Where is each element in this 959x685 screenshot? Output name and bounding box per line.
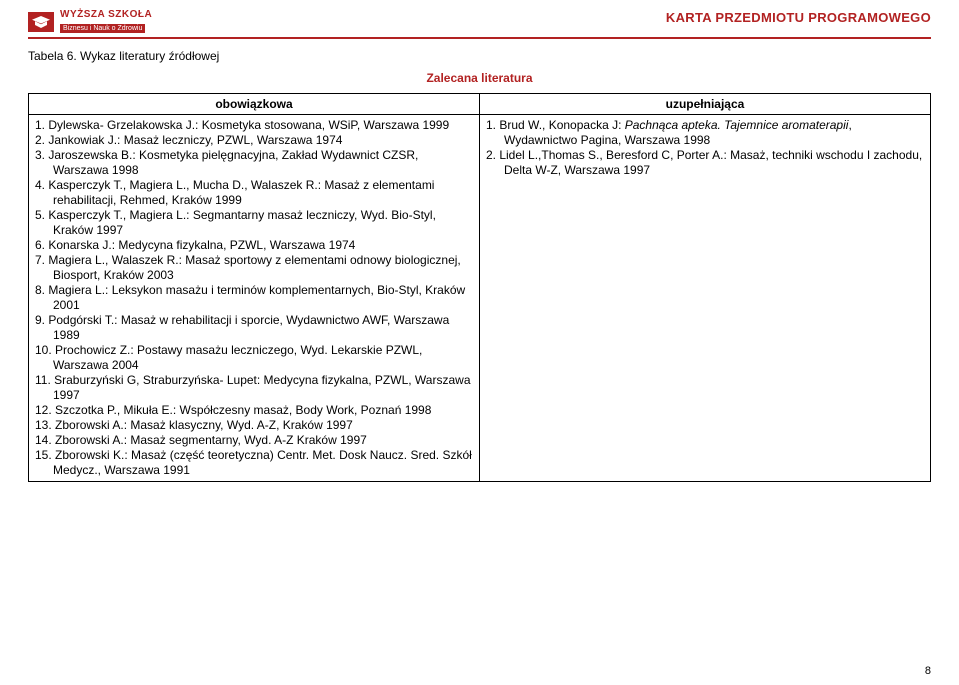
list-item: 15. Zborowski K.: Masaż (część teoretycz… [35, 448, 473, 478]
list-item: 13. Zborowski A.: Masaż klasyczny, Wyd. … [35, 418, 473, 433]
list-item: 14. Zborowski A.: Masaż segmentarny, Wyd… [35, 433, 473, 448]
list-item: 1. Dylewska- Grzelakowska J.: Kosmetyka … [35, 118, 473, 133]
school-logo: WYŻSZA SZKOŁA Biznesu i Nauk o Zdrowiu [28, 10, 152, 33]
table-header-row: obowiązkowa uzupełniająca [29, 94, 931, 115]
list-item: 3. Jaroszewska B.: Kosmetyka pielęgnacyj… [35, 148, 473, 178]
supplementary-cell: 1. Brud W., Konopacka J: Pachnąca apteka… [480, 115, 931, 482]
list-item: 2. Jankowiak J.: Masaż leczniczy, PZWL, … [35, 133, 473, 148]
list-item: 8. Magiera L.: Leksykon masażu i terminó… [35, 283, 473, 313]
list-item: 10. Prochowicz Z.: Postawy masażu leczni… [35, 343, 473, 373]
table-caption: Tabela 6. Wykaz literatury źródłowej [28, 49, 931, 63]
list-item: 12. Szczotka P., Mikuła E.: Współczesny … [35, 403, 473, 418]
col-header-supplementary: uzupełniająca [480, 94, 931, 115]
list-item: 2. Lidel L.,Thomas S., Beresford C, Port… [486, 148, 924, 178]
literature-title: Zalecana literatura [28, 71, 931, 85]
list-item: 5. Kasperczyk T., Magiera L.: Segmantarn… [35, 208, 473, 238]
logo-text-bottom: Biznesu i Nauk o Zdrowiu [60, 24, 145, 33]
logo-text: WYŻSZA SZKOŁA Biznesu i Nauk o Zdrowiu [60, 10, 152, 33]
list-item: 7. Magiera L., Walaszek R.: Masaż sporto… [35, 253, 473, 283]
page-header: WYŻSZA SZKOŁA Biznesu i Nauk o Zdrowiu K… [28, 10, 931, 39]
logo-text-top: WYŻSZA SZKOŁA [60, 10, 152, 20]
literature-table: obowiązkowa uzupełniająca 1. Dylewska- G… [28, 93, 931, 482]
list-item: 6. Konarska J.: Medycyna fizykalna, PZWL… [35, 238, 473, 253]
supplementary-list: 1. Brud W., Konopacka J: Pachnąca apteka… [486, 118, 924, 178]
document-title: KARTA PRZEDMIOTU PROGRAMOWEGO [666, 10, 931, 25]
list-item: 9. Podgórski T.: Masaż w rehabilitacji i… [35, 313, 473, 343]
mandatory-list: 1. Dylewska- Grzelakowska J.: Kosmetyka … [35, 118, 473, 478]
grad-cap-icon [28, 12, 54, 32]
mandatory-cell: 1. Dylewska- Grzelakowska J.: Kosmetyka … [29, 115, 480, 482]
list-item: 1. Brud W., Konopacka J: Pachnąca apteka… [486, 118, 924, 148]
table-row: 1. Dylewska- Grzelakowska J.: Kosmetyka … [29, 115, 931, 482]
list-item: 11. Sraburzyński G, Straburzyńska- Lupet… [35, 373, 473, 403]
list-item: 4. Kasperczyk T., Magiera L., Mucha D., … [35, 178, 473, 208]
col-header-mandatory: obowiązkowa [29, 94, 480, 115]
page-number: 8 [925, 665, 931, 677]
